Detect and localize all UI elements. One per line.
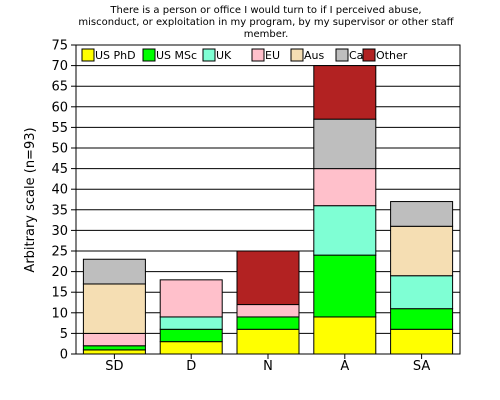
y-tick-label: 35 — [51, 203, 68, 218]
y-tick-label: 5 — [60, 327, 68, 342]
chart-title: There is a person or office I would turn… — [78, 5, 454, 40]
bar-segment-A-US-PhD — [313, 316, 377, 355]
legend-label: US PhD — [95, 49, 136, 62]
legend-swatch — [290, 48, 304, 62]
legend: US PhD US MSc UK EU Aus Ca Other — [81, 48, 408, 62]
x-tick-label: A — [340, 359, 349, 374]
legend-swatch — [81, 48, 95, 62]
x-tick-label: SA — [413, 359, 430, 374]
y-tick-label: 75 — [51, 39, 68, 54]
bar-segment-N-US-PhD — [236, 328, 300, 355]
axes: 0 5 10 15 20 25 30 35 40 45 50 55 60 65 70 75 SD D N A SA — [51, 39, 461, 374]
bars — [82, 65, 454, 355]
plot-border — [75, 44, 461, 355]
bar-segment-SA-US-PhD — [390, 328, 454, 355]
bar-segment-D-US-MSc — [159, 328, 223, 343]
legend-label: Other — [376, 49, 408, 62]
bar-segment-SD-US-MSc — [82, 345, 146, 351]
y-tick-label: 25 — [51, 245, 68, 260]
legend-item-Ca: Ca — [335, 48, 363, 62]
legend-swatch — [142, 48, 156, 62]
bar-segment-SD-US-PhD — [82, 349, 146, 355]
chart-title-line-2: misconduct, or exploitation in my progra… — [78, 17, 454, 28]
bar-segment-N-Other — [236, 250, 300, 306]
bar-segment-SA-US-MSc — [390, 308, 454, 330]
legend-label: Aus — [304, 49, 324, 62]
y-tick-label: 30 — [51, 224, 68, 239]
legend-label: EU — [265, 49, 280, 62]
bar-segment-A-Ca — [313, 118, 377, 170]
bar-segment-SD-EU — [82, 332, 146, 347]
y-tick-label: 20 — [51, 265, 68, 280]
bar-segment-SD-Ca — [82, 258, 146, 285]
bar-segment-N-US-MSc — [236, 316, 300, 330]
chart-title-line-1: There is a person or office I would turn… — [109, 5, 421, 16]
legend-item-UK: UK — [202, 48, 232, 62]
x-tick-label: D — [186, 359, 196, 374]
bar-segment-SD-Aus — [82, 283, 146, 334]
x-tick-label: N — [263, 359, 273, 374]
legend-swatch — [251, 48, 265, 62]
x-tick-label: SD — [105, 359, 123, 374]
bar-segment-SA-UK — [390, 275, 454, 310]
bar-segment-D-US-PhD — [159, 341, 223, 355]
legend-label: US MSc — [156, 49, 197, 62]
bar-segment-A-US-MSc — [313, 254, 377, 318]
y-tick-label: 50 — [51, 142, 68, 157]
y-tick-label: 45 — [51, 162, 68, 177]
legend-swatch — [202, 48, 216, 62]
legend-item-Aus: Aus — [290, 48, 324, 62]
legend-swatch — [335, 48, 349, 62]
legend-label: Ca — [349, 49, 363, 62]
legend-label: UK — [216, 49, 232, 62]
y-tick-label: 55 — [51, 121, 68, 136]
y-tick-label: 40 — [51, 183, 68, 198]
bar-segment-SA-Ca — [390, 201, 454, 227]
legend-item-EU: EU — [251, 48, 280, 62]
bar-segment-N-EU — [236, 304, 300, 318]
legend-item-Other: Other — [362, 48, 408, 62]
y-axis-label: Arbitrary scale (n=93) — [23, 127, 38, 272]
y-tick-label: 60 — [51, 100, 68, 115]
bar-segment-SA-Aus — [390, 225, 454, 277]
bar-segment-D-UK — [159, 316, 223, 330]
y-tick-label: 0 — [60, 348, 68, 363]
y-tick-label: 10 — [51, 306, 68, 321]
bar-segment-A-Other — [313, 65, 377, 120]
legend-item-US-PhD: US PhD — [81, 48, 136, 62]
y-tick-label: 15 — [51, 286, 68, 301]
y-tick-label: 70 — [51, 59, 68, 74]
bar-segment-A-EU — [313, 168, 377, 207]
legend-swatch — [362, 48, 376, 62]
bar-segment-A-UK — [313, 205, 377, 256]
bar-segment-D-EU — [159, 279, 223, 318]
y-tick-label: 65 — [51, 80, 68, 95]
legend-item-US-MSc: US MSc — [142, 48, 197, 62]
chart-title-line-3: member. — [244, 29, 289, 40]
